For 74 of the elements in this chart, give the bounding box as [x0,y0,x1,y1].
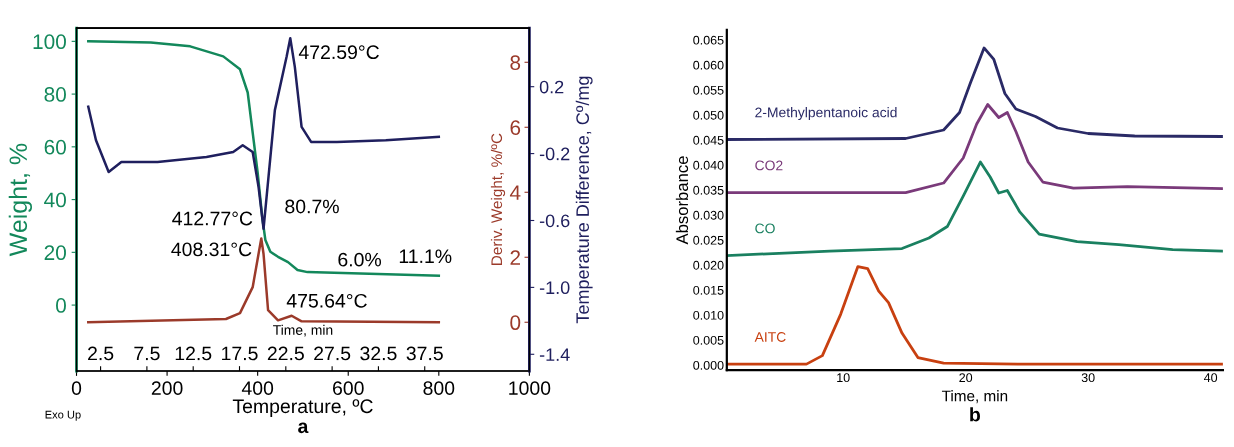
y3-tick-label: -1.4 [539,348,570,361]
annotation: 6.0% [338,252,382,267]
series-label: 2-Methylpentanoic acid [755,107,897,121]
annotation: 475.64°C [286,293,367,308]
y-tick-label: 0.045 [693,135,724,145]
y-tick-label: 0.035 [693,185,724,195]
y-tick-label: 0.055 [693,85,724,95]
series-label: CO2 [755,160,783,171]
y2-tick-label: 4 [509,185,521,200]
y2-tick-label: 2 [510,250,521,265]
text: b [970,407,980,422]
y-tick-label: 0.065 [693,35,724,45]
x-tick-label: 10 [837,373,850,383]
y3-tick-label: -0.6 [539,214,570,228]
y-tick-label: 0.050 [693,110,724,120]
y-tick-label: 20 [44,245,66,261]
x-tick-label: 40 [1203,373,1218,383]
x-tick-label: 800 [423,381,455,396]
x2-tick-label: 32.5 [360,346,397,361]
x2-axis-title: Time, min [273,324,333,337]
line-series [726,46,1223,141]
y3-tick-label: -1.0 [539,281,570,295]
y2-tick-label: 0 [510,315,521,331]
x-tick-label: 200 [151,381,183,396]
x-axis-title: Temperature, ºC [232,399,373,417]
x2-tick-label: 17.5 [222,346,258,361]
x2-tick-label: 22.5 [267,346,304,361]
y-tick-label: 0.020 [693,260,724,270]
annotation: 408.31°C [171,242,252,257]
y-tick-label: 100 [33,34,66,50]
y-axis-title: Weight, % [8,143,33,257]
y2-tick-label: 8 [510,55,521,71]
text: Exo Up [45,410,81,421]
y3-tick-label: -0.2 [539,147,570,161]
y3-axis-title: Temperature Difference, Cº/mg [575,76,593,324]
y-tick-label: 0.010 [693,310,724,320]
line-series [87,36,441,231]
line-series [726,160,1223,257]
y-tick-label: 0.030 [693,210,724,220]
x2-tick-label: 12.5 [175,346,212,361]
x-tick-label: 0 [71,381,82,396]
y2-axis-title: Deriv. Weight, %/ºC [490,133,506,265]
y-tick-label: 0.060 [693,60,724,70]
x-tick-label: 20 [959,373,973,383]
y-tick-label: 0.025 [693,235,724,245]
x2-tick-label: 2.5 [88,346,114,361]
x2-tick-label: 7.5 [134,346,160,361]
y-tick-label: 40 [44,192,66,208]
annotation: 472.59°C [298,45,379,60]
annotation: 80.7% [285,199,339,214]
y-tick-label: 0.000 [693,360,724,370]
x-tick-label: 30 [1081,373,1095,383]
x-axis-title: Time, min [941,390,1008,404]
y-tick-label: 0.005 [693,335,724,345]
x2-tick-label: 27.5 [314,346,351,361]
y-tick-label: 0 [56,298,66,313]
y-axis-title: Absorbance [675,156,689,245]
x-tick-label: 600 [333,381,364,396]
x-tick-label: 400 [241,381,274,396]
series-label: AITC [754,332,786,342]
line-series [726,103,1223,194]
y-tick-label: 80 [44,87,66,102]
x-tick-label: 1000 [509,381,551,396]
y2-tick-label: 6 [510,120,521,136]
y3-tick-label: 0.2 [539,80,564,94]
line-series [726,265,1223,366]
y-tick-label: 0.015 [693,285,724,295]
x2-tick-label: 37.5 [406,346,443,361]
annotation: 11.1% [399,249,452,264]
y-tick-label: 60 [44,139,66,155]
series-label: CO [755,223,775,234]
y-tick-label: 0.040 [693,160,724,170]
annotation: 412.77°C [172,211,253,226]
text: a [298,422,309,434]
